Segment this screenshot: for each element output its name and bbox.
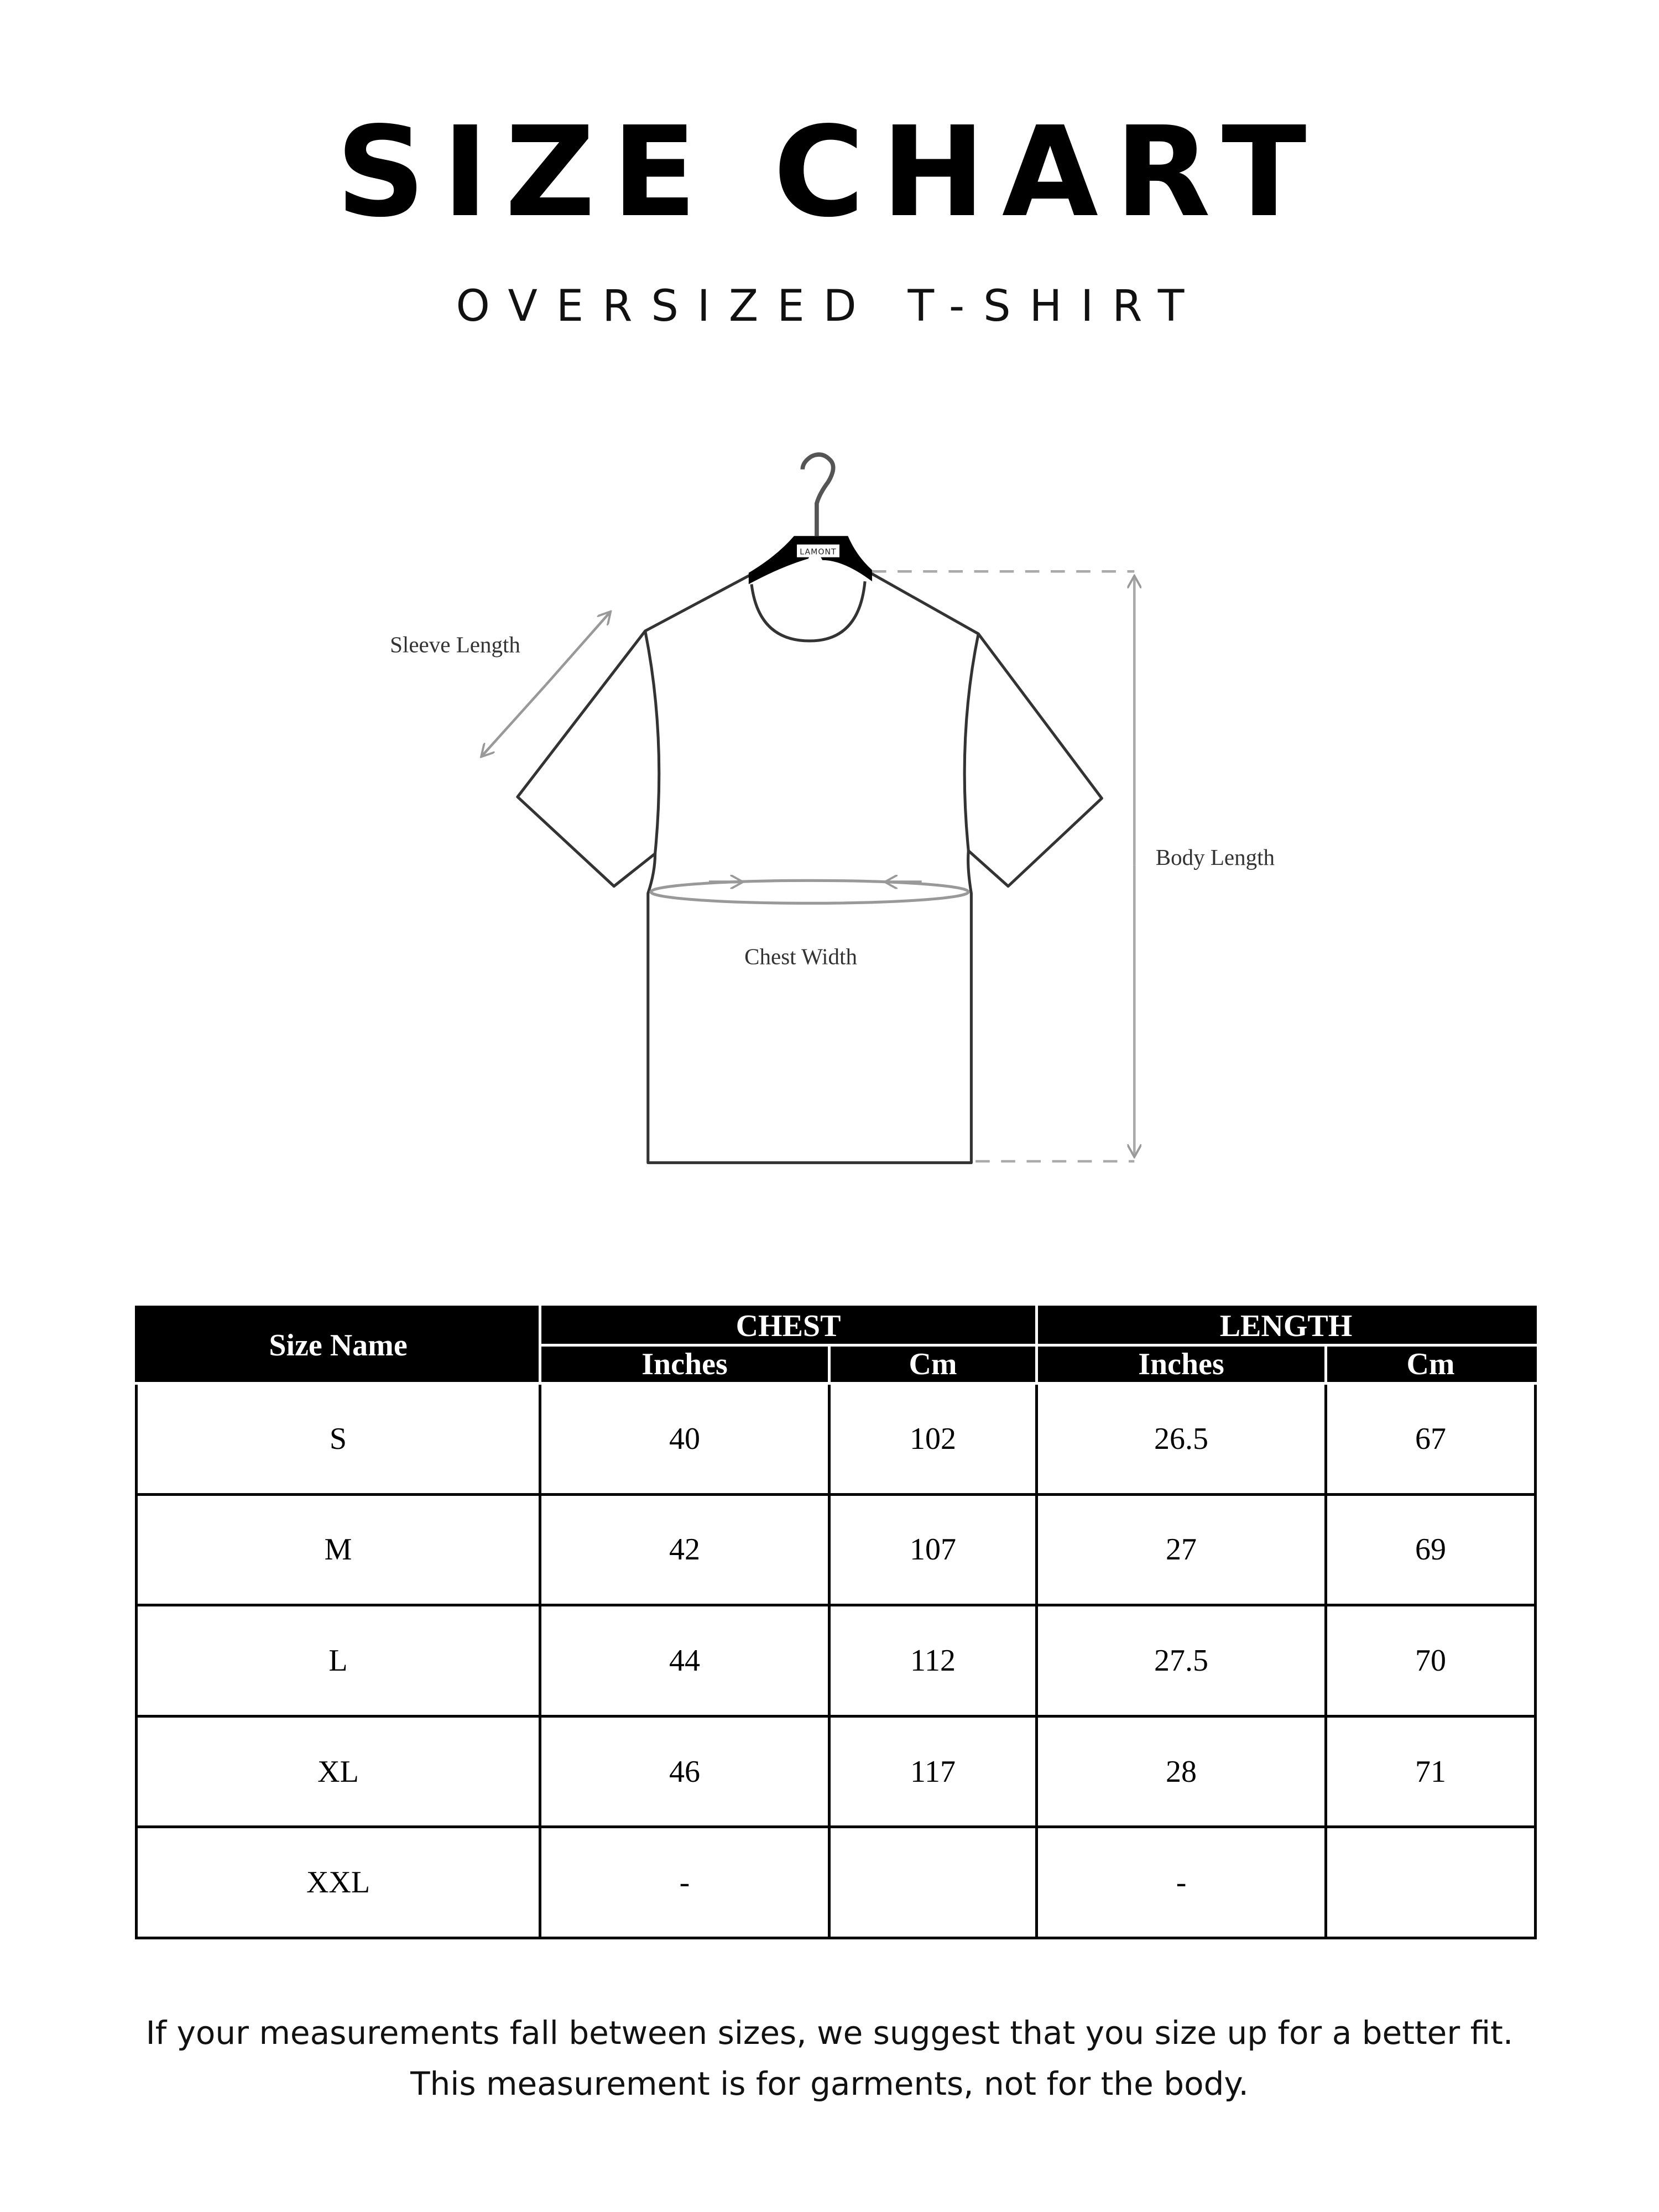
chest-inches-cell: - — [539, 1825, 831, 1939]
chest-inches-header: Inches — [539, 1344, 831, 1385]
fit-note-line-2: This measurement is for garments, not fo… — [410, 2065, 1249, 2103]
table-row: M 42 107 27 69 — [135, 1493, 1537, 1607]
length-inches-header: Inches — [1035, 1344, 1328, 1385]
length-cm-cell: 70 — [1324, 1604, 1537, 1718]
size-table: Size Name CHEST LENGTH Inches Cm Inches … — [135, 1306, 1537, 1939]
chest-width-marker — [649, 880, 970, 905]
page-subtitle: OVERSIZED T-SHIRT — [456, 281, 1203, 331]
sleeve-length-label: Sleeve Length — [390, 632, 520, 657]
fit-note-line-1: If your measurements fall between sizes,… — [145, 2014, 1514, 2052]
chest-header: CHEST — [538, 1306, 1039, 1347]
chest-inches-cell: 42 — [539, 1493, 831, 1607]
chest-inches-cell: 44 — [539, 1604, 831, 1718]
length-inches-cell: 27.5 — [1035, 1604, 1328, 1718]
length-cm-cell: 67 — [1324, 1382, 1537, 1496]
sleeve-length-arrow — [482, 613, 610, 756]
chest-cm-cell: 107 — [827, 1493, 1039, 1607]
chest-cm-cell: 112 — [827, 1604, 1039, 1718]
chest-inches-cell: 40 — [539, 1382, 831, 1496]
chest-inches-cell: 46 — [539, 1714, 831, 1829]
hanger-icon: LAMONT — [748, 452, 872, 585]
hanger-brand-text: LAMONT — [800, 548, 836, 557]
body-length-label: Body Length — [1156, 844, 1275, 870]
length-cm-header: Cm — [1324, 1344, 1537, 1385]
length-inches-cell: 27 — [1035, 1493, 1328, 1607]
chest-cm-cell — [827, 1825, 1039, 1939]
page-title: SIZE CHART — [336, 100, 1323, 245]
size-name-header: Size Name — [135, 1306, 541, 1385]
size-cell: XXL — [135, 1825, 541, 1939]
length-cm-cell — [1324, 1825, 1537, 1939]
length-inches-cell: 28 — [1035, 1714, 1328, 1829]
size-cell: M — [135, 1493, 541, 1607]
chest-width-label: Chest Width — [744, 944, 857, 969]
size-cell: XL — [135, 1714, 541, 1829]
length-header: LENGTH — [1035, 1306, 1537, 1347]
table-row: XXL - - — [135, 1825, 1537, 1939]
chest-cm-cell: 102 — [827, 1382, 1039, 1496]
chest-cm-cell: 117 — [827, 1714, 1039, 1829]
length-inches-cell: - — [1035, 1825, 1328, 1939]
hanger-brand-tag — [797, 544, 839, 557]
length-cm-cell: 71 — [1324, 1714, 1537, 1829]
table-row: S 40 102 26.5 67 — [135, 1382, 1537, 1496]
body-length-arrow — [872, 570, 1134, 1163]
table-row: XL 46 117 28 71 — [135, 1714, 1537, 1829]
length-inches-cell: 26.5 — [1035, 1382, 1328, 1496]
table-row: L 44 112 27.5 70 — [135, 1604, 1537, 1718]
tshirt-outline — [516, 570, 1103, 1165]
length-cm-cell: 69 — [1324, 1493, 1537, 1607]
size-cell: S — [135, 1382, 541, 1496]
chest-cm-header: Cm — [827, 1344, 1039, 1385]
fit-note: If your measurements fall between sizes,… — [0, 2007, 1659, 2109]
size-cell: L — [135, 1604, 541, 1718]
